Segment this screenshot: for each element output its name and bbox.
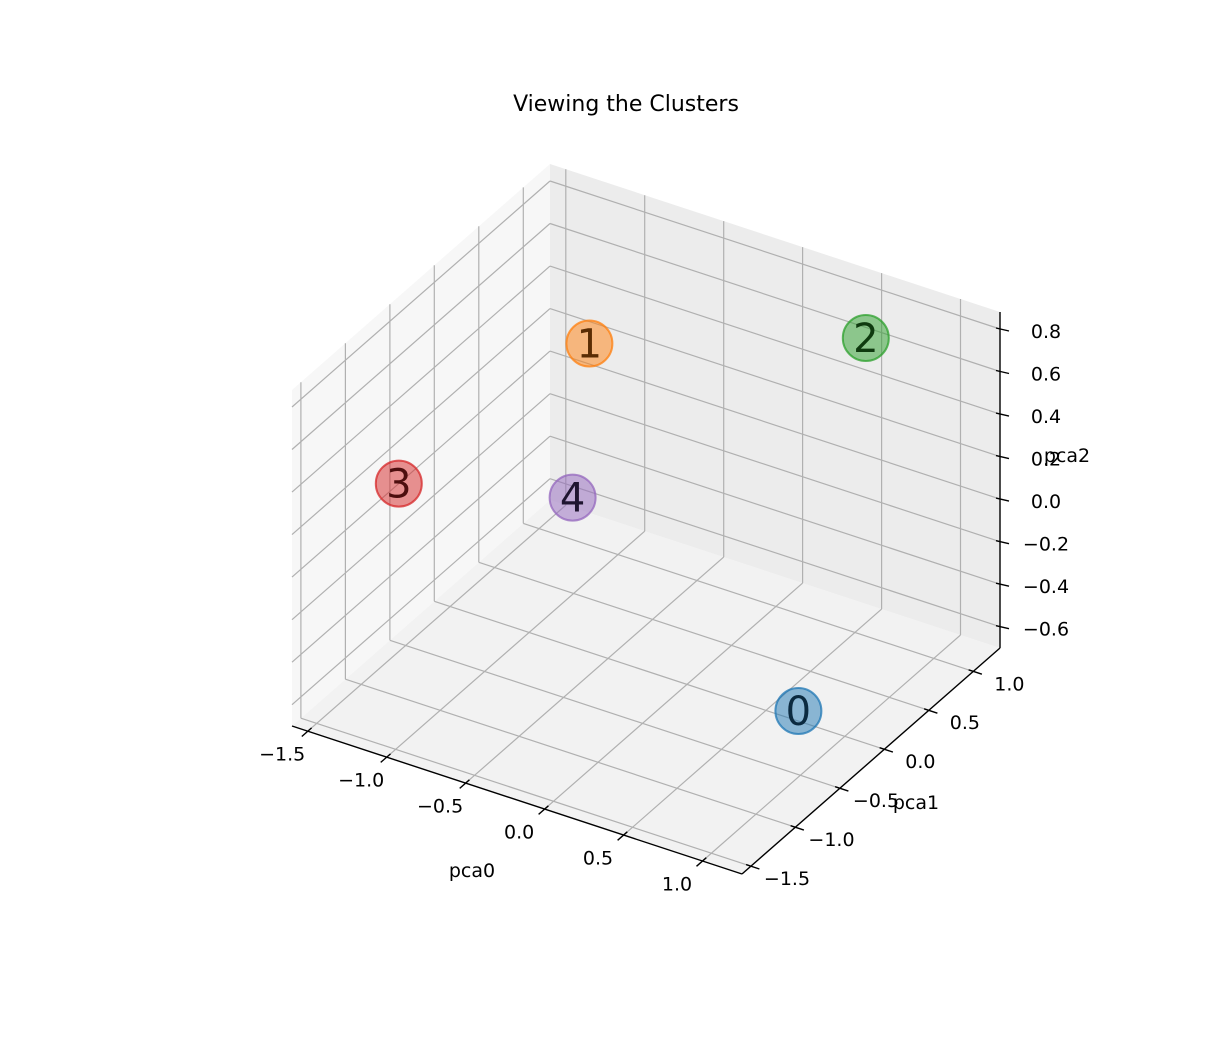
- cluster-label-3: 3: [386, 462, 411, 508]
- x-tick-label: −0.5: [417, 796, 463, 818]
- y-gridline-floor: [300, 717, 752, 867]
- z-gridline-left: [291, 350, 551, 578]
- x-tick-mark: [538, 805, 549, 815]
- y-tick-mark: [923, 708, 938, 714]
- y-tick-label: −0.5: [853, 790, 899, 812]
- z-tick-label: −0.4: [1023, 576, 1069, 598]
- x-tick-label: 0.5: [583, 848, 613, 870]
- y-tick-mark: [879, 747, 894, 753]
- x-gridline-floor: [544, 582, 803, 810]
- y-gridline-floor: [478, 561, 929, 711]
- y-tick-label: −1.0: [808, 829, 854, 851]
- y-axis-line: [741, 647, 1001, 875]
- x-gridline-floor: [307, 504, 567, 732]
- y-tick-label: 0.5: [950, 712, 980, 734]
- y-gridline-floor: [345, 678, 796, 828]
- z-tick-label: −0.6: [1023, 619, 1069, 641]
- z-tick-mark: [995, 497, 1010, 502]
- y-tick-label: −1.5: [764, 868, 810, 890]
- z-tick-mark: [995, 582, 1010, 587]
- y-gridline-floor: [523, 522, 974, 672]
- z-tick-mark: [995, 327, 1010, 332]
- z-gridline-back: [549, 478, 1001, 628]
- z-gridline-left: [291, 478, 551, 706]
- cluster-point-3: [374, 459, 423, 508]
- z-gridline-back: [549, 180, 1001, 330]
- z-gridline-left: [291, 308, 551, 536]
- cluster-label-2: 2: [853, 316, 878, 362]
- cluster-label-0: 0: [786, 689, 811, 735]
- x-gridline-floor: [702, 634, 961, 862]
- z-gridline-left: [291, 265, 551, 493]
- cluster-point-1: [565, 319, 614, 368]
- x-gridline-floor: [386, 530, 646, 758]
- x-tick-label: −1.5: [259, 744, 305, 766]
- z-tick-label: 0.4: [1031, 406, 1061, 428]
- x-tick-mark: [696, 857, 707, 867]
- x-tick-label: −1.0: [338, 770, 384, 792]
- z-gridline-back: [549, 265, 1001, 415]
- y-axis-label: pca1: [893, 792, 939, 814]
- z-tick-mark: [995, 454, 1010, 460]
- y-tick-mark: [968, 669, 983, 675]
- z-gridline-back: [549, 435, 1001, 585]
- x-gridline-floor: [465, 556, 725, 784]
- z-gridline-back: [549, 308, 1001, 458]
- y-tick-mark: [790, 825, 805, 831]
- back-pane: [550, 164, 1000, 648]
- axes: −1.5 −1.0 −0.5 0.0 0.5 1.0 −1.5 −1.0 −0.5 0.0 0.5 1…: [259, 312, 1069, 895]
- cluster-points: 2 1 4 3 0: [374, 314, 890, 735]
- cluster-label-1: 1: [577, 322, 602, 368]
- y-tick-label: 1.0: [994, 673, 1024, 695]
- y-tick-label: 0.0: [905, 751, 935, 773]
- x-gridline-floor: [623, 608, 882, 836]
- x-tick-mark: [380, 753, 391, 763]
- left-pane: [292, 164, 550, 726]
- z-tick-mark: [995, 625, 1010, 630]
- x-axis-line: [291, 725, 743, 875]
- z-tick-mark: [995, 540, 1010, 545]
- z-tick-mark: [995, 412, 1010, 417]
- x-axis-label: pca0: [449, 860, 495, 882]
- z-tick-label: −0.2: [1023, 534, 1069, 556]
- chart-title: Viewing the Clusters: [513, 92, 739, 117]
- z-gridline-left: [291, 223, 551, 450]
- cluster-point-0: [774, 687, 823, 735]
- z-gridline-left: [291, 393, 551, 621]
- x-tick-mark: [459, 779, 470, 789]
- y-tick-mark: [745, 863, 760, 870]
- x-tick-mark: [617, 831, 628, 841]
- z-gridline-left: [291, 180, 551, 408]
- z-gridline-left: [291, 435, 551, 663]
- x-tick-label: 1.0: [662, 873, 692, 895]
- y-tick-mark: [834, 786, 849, 792]
- cluster-label-4: 4: [560, 476, 585, 522]
- z-tick-label: 0.2: [1031, 449, 1061, 471]
- cluster-point-4: [548, 473, 597, 522]
- gridlines: [291, 169, 1001, 867]
- z-tick-label: 0.0: [1031, 491, 1061, 513]
- z-gridline-back: [549, 393, 1001, 543]
- z-tick-label: 0.6: [1031, 364, 1061, 386]
- y-gridline-floor: [389, 639, 841, 789]
- z-tick-mark: [995, 369, 1010, 375]
- cluster-point-2: [841, 314, 890, 362]
- x-tick-mark: [301, 727, 313, 738]
- z-axis-label: pca2: [1044, 445, 1090, 467]
- x-tick-label: 0.0: [504, 822, 534, 844]
- z-gridline-back: [549, 350, 1001, 500]
- z-gridline-back: [549, 222, 1001, 373]
- z-tick-label: 0.8: [1031, 321, 1061, 343]
